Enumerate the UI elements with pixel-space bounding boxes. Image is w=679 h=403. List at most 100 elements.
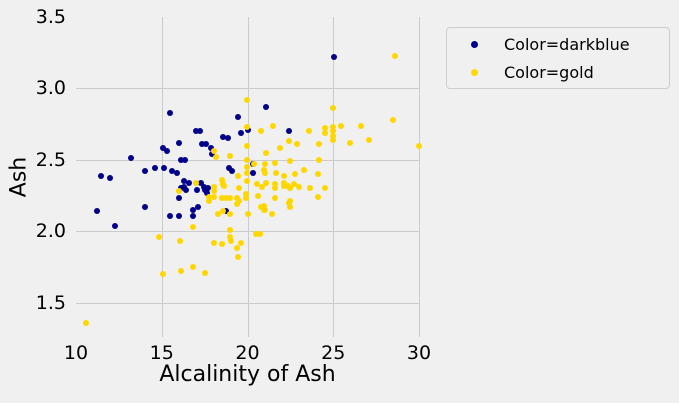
data-point <box>221 182 228 189</box>
data-point <box>295 184 302 190</box>
data-point <box>254 192 261 199</box>
data-point <box>193 179 200 186</box>
data-point <box>223 208 230 215</box>
y-tick-label: 2.0 <box>35 220 66 243</box>
data-point <box>280 172 287 179</box>
data-point <box>198 179 205 186</box>
data-point <box>176 238 183 245</box>
data-point <box>271 185 278 192</box>
data-point <box>141 204 148 210</box>
data-point <box>211 239 218 246</box>
data-point <box>97 172 104 179</box>
data-point <box>151 165 158 172</box>
data-point <box>227 152 234 159</box>
data-point <box>307 185 314 192</box>
data-point <box>242 191 249 198</box>
x-gridline <box>161 17 163 337</box>
data-point <box>234 201 241 208</box>
data-point <box>159 145 166 152</box>
data-point <box>227 234 234 240</box>
data-point <box>243 124 250 130</box>
data-point <box>205 194 212 200</box>
darkblue-marker-icon <box>471 40 478 48</box>
data-point <box>249 169 256 176</box>
data-point <box>215 211 222 218</box>
legend: Color=darkblue Color=gold <box>446 27 670 89</box>
data-point <box>212 154 219 160</box>
data-point <box>235 185 242 192</box>
y-gridline <box>76 231 419 233</box>
data-point <box>390 116 397 123</box>
data-point <box>223 195 230 202</box>
y-axis-label: Ash <box>6 156 32 198</box>
data-point <box>242 195 249 202</box>
data-point <box>175 212 182 219</box>
x-tick-label: 20 <box>235 342 260 364</box>
x-gridline <box>333 17 335 337</box>
data-point <box>205 185 212 192</box>
data-point <box>227 195 234 202</box>
data-point <box>321 185 328 192</box>
data-point <box>263 179 270 186</box>
data-point <box>243 96 250 103</box>
data-point <box>161 165 168 172</box>
legend-label-darkblue: Color=darkblue <box>504 34 630 54</box>
data-point <box>330 128 337 135</box>
data-point <box>253 181 260 188</box>
data-point <box>211 148 218 155</box>
data-point <box>285 138 292 145</box>
data-point <box>211 194 218 200</box>
legend-row-gold: Color=gold <box>447 62 669 83</box>
data-point <box>263 149 270 156</box>
x-tick-label: 30 <box>406 342 432 364</box>
data-point <box>258 204 265 210</box>
data-point <box>235 172 242 179</box>
data-point <box>314 194 321 200</box>
data-point <box>315 156 322 163</box>
data-point <box>228 238 235 245</box>
data-point <box>301 166 308 173</box>
data-point <box>306 128 313 135</box>
data-point <box>237 129 244 136</box>
data-point <box>243 164 250 170</box>
data-point <box>337 122 344 129</box>
data-point <box>253 231 260 238</box>
data-point <box>287 158 294 165</box>
data-point <box>182 186 189 193</box>
data-point <box>347 139 354 146</box>
data-point <box>270 122 277 129</box>
data-point <box>193 186 200 193</box>
data-point <box>330 132 337 139</box>
data-point <box>330 136 337 143</box>
y-tick-label: 3.5 <box>35 6 66 28</box>
data-point <box>243 156 250 163</box>
data-point <box>174 169 181 176</box>
data-point <box>199 141 206 148</box>
data-point <box>277 145 284 152</box>
data-point <box>245 126 252 133</box>
data-point <box>93 208 100 215</box>
data-point <box>169 168 176 175</box>
data-point <box>261 169 268 176</box>
data-point <box>416 142 422 149</box>
y-gridline <box>76 302 419 304</box>
data-point <box>285 199 292 206</box>
data-point <box>186 179 193 186</box>
data-point <box>190 224 197 230</box>
data-point <box>331 54 338 60</box>
data-point <box>181 178 188 185</box>
data-point <box>251 161 258 168</box>
data-point <box>235 254 242 260</box>
data-point <box>237 239 244 246</box>
data-point <box>285 128 292 135</box>
data-point <box>287 185 294 192</box>
x-gridline <box>247 17 249 337</box>
data-point <box>235 114 242 120</box>
data-point <box>227 211 234 218</box>
data-point <box>259 184 266 190</box>
data-point <box>243 178 250 185</box>
data-point <box>391 52 398 59</box>
data-point <box>219 208 226 215</box>
data-point <box>163 148 170 155</box>
